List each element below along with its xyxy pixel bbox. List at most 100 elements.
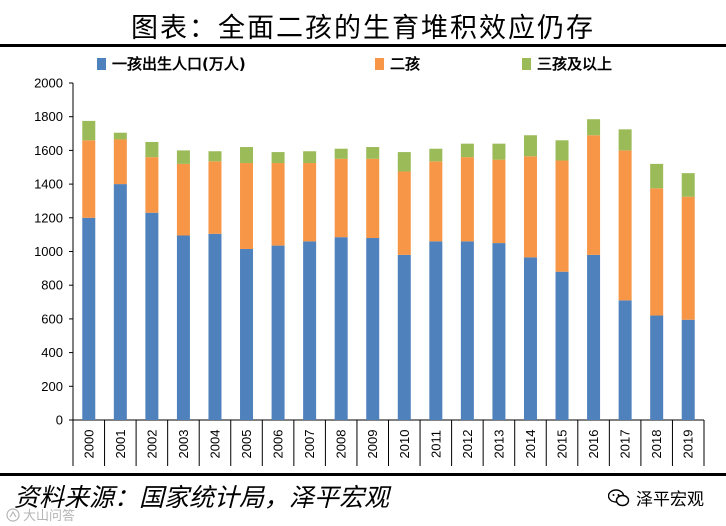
bar-segment-1 [523, 257, 537, 420]
bar-segment-3 [523, 135, 537, 157]
bar-segment-2 [681, 196, 695, 320]
bar-segment-3 [366, 147, 380, 159]
bar-segment-1 [429, 241, 443, 420]
y-tick-label: 1000 [34, 244, 63, 259]
bar-segment-3 [303, 151, 317, 164]
legend-swatch [375, 58, 384, 70]
legend-label: 三孩及以上 [537, 55, 612, 73]
x-tick-label: 2012 [460, 430, 475, 459]
bar-segment-3 [82, 120, 96, 141]
y-tick-label: 1800 [34, 109, 63, 124]
bar-segment-3 [240, 147, 254, 164]
x-tick-label: 2002 [144, 430, 159, 459]
bar-segment-2 [555, 160, 569, 272]
bar-segment-1 [176, 235, 190, 420]
bar-segment-1 [113, 184, 127, 420]
bar-segment-1 [587, 254, 601, 420]
title-divider [0, 44, 726, 47]
bar-segment-3 [334, 148, 348, 159]
watermark-label: 大山问答 [23, 509, 76, 524]
bar-segment-1 [82, 217, 96, 420]
x-tick-label: 2016 [586, 430, 601, 459]
y-tick-label: 200 [41, 379, 63, 394]
y-tick-label: 0 [56, 413, 63, 428]
bar-segment-3 [492, 143, 506, 160]
bar-segment-1 [366, 238, 380, 420]
x-tick-label: 2009 [365, 430, 380, 459]
bar-segment-1 [492, 243, 506, 420]
bar-segment-3 [429, 148, 443, 162]
legend-swatch [97, 58, 106, 70]
bar-segment-3 [681, 173, 695, 197]
x-tick-label: 2007 [302, 430, 317, 459]
y-tick-label: 1200 [34, 210, 63, 225]
x-tick-label: 2004 [207, 430, 222, 459]
x-tick-label: 2014 [523, 430, 538, 459]
legend-swatch [522, 58, 531, 70]
x-tick-label: 2019 [681, 430, 696, 459]
watermark-icon [6, 507, 20, 522]
bar-segment-1 [271, 245, 285, 420]
bar-segment-3 [113, 132, 127, 140]
bar-segment-2 [460, 157, 474, 242]
bar-segment-3 [555, 140, 569, 161]
x-tick-label: 2008 [334, 430, 349, 459]
watermark: 大山问答 [6, 505, 75, 524]
bar-segment-1 [145, 212, 159, 420]
bar-segment-1 [650, 315, 664, 420]
bar-segment-3 [460, 143, 474, 158]
bar-segment-2 [303, 163, 317, 242]
bar-segment-3 [650, 163, 664, 189]
x-tick-label: 2005 [239, 430, 254, 459]
x-tick-label: 2006 [271, 430, 286, 459]
y-tick-label: 800 [41, 278, 63, 293]
bar-segment-1 [618, 300, 632, 420]
x-tick-label: 2003 [176, 430, 191, 459]
bar-segment-3 [176, 150, 190, 164]
bar-segment-1 [397, 254, 411, 420]
x-tick-label: 2010 [397, 430, 412, 459]
x-tick-label: 2015 [555, 430, 570, 459]
wechat-icon [608, 488, 630, 506]
bar-segment-3 [208, 151, 222, 162]
bar-segment-2 [429, 161, 443, 242]
bar-segment-3 [397, 152, 411, 172]
bar-segment-2 [397, 171, 411, 255]
bar-segment-1 [303, 241, 317, 420]
y-tick-label: 2000 [34, 76, 63, 91]
bar-segment-1 [334, 237, 348, 420]
x-tick-label: 2000 [81, 430, 96, 459]
stacked-bar-chart: 0 200 400 600 800 1000 1200 1400 1600 1800 2000 200… [34, 55, 705, 466]
bar-segment-1 [240, 248, 254, 420]
bar-segment-2 [145, 157, 159, 213]
bar-segment-2 [492, 159, 506, 244]
x-tick-label: 2011 [428, 430, 443, 458]
bar-segment-3 [618, 129, 632, 151]
bar-segment-2 [176, 163, 190, 236]
bar-segment-2 [650, 188, 664, 316]
bar-segment-2 [523, 156, 537, 258]
brand-tag: 泽平宏观 [608, 485, 704, 510]
source-note: 资料来源：国家统计局，泽平宏观 [14, 483, 390, 512]
bar-segment-2 [82, 140, 96, 218]
bar-segment-2 [240, 163, 254, 249]
y-tick-label: 600 [41, 311, 63, 326]
bar-segment-3 [587, 119, 601, 136]
bar-segment-2 [618, 150, 632, 301]
brand-label: 泽平宏观 [636, 490, 704, 510]
bar-segment-1 [681, 319, 695, 420]
x-tick-label: 2013 [491, 430, 506, 459]
chart-title: 图表：全面二孩的生育堆积效应仍存 [131, 13, 595, 44]
x-tick-label: 2017 [618, 430, 633, 459]
bar-segment-1 [208, 233, 222, 420]
bar-segment-2 [271, 163, 285, 246]
bar-segment-2 [366, 158, 380, 239]
bar-segment-2 [113, 139, 127, 185]
x-tick-label: 2001 [113, 430, 128, 459]
y-tick-label: 1600 [34, 143, 63, 158]
bar-segment-1 [555, 271, 569, 420]
y-tick-label: 400 [41, 345, 63, 360]
bar-segment-2 [208, 161, 222, 234]
legend-label: 一孩出生人口(万人) [112, 55, 246, 73]
legend-label: 二孩 [390, 55, 420, 73]
